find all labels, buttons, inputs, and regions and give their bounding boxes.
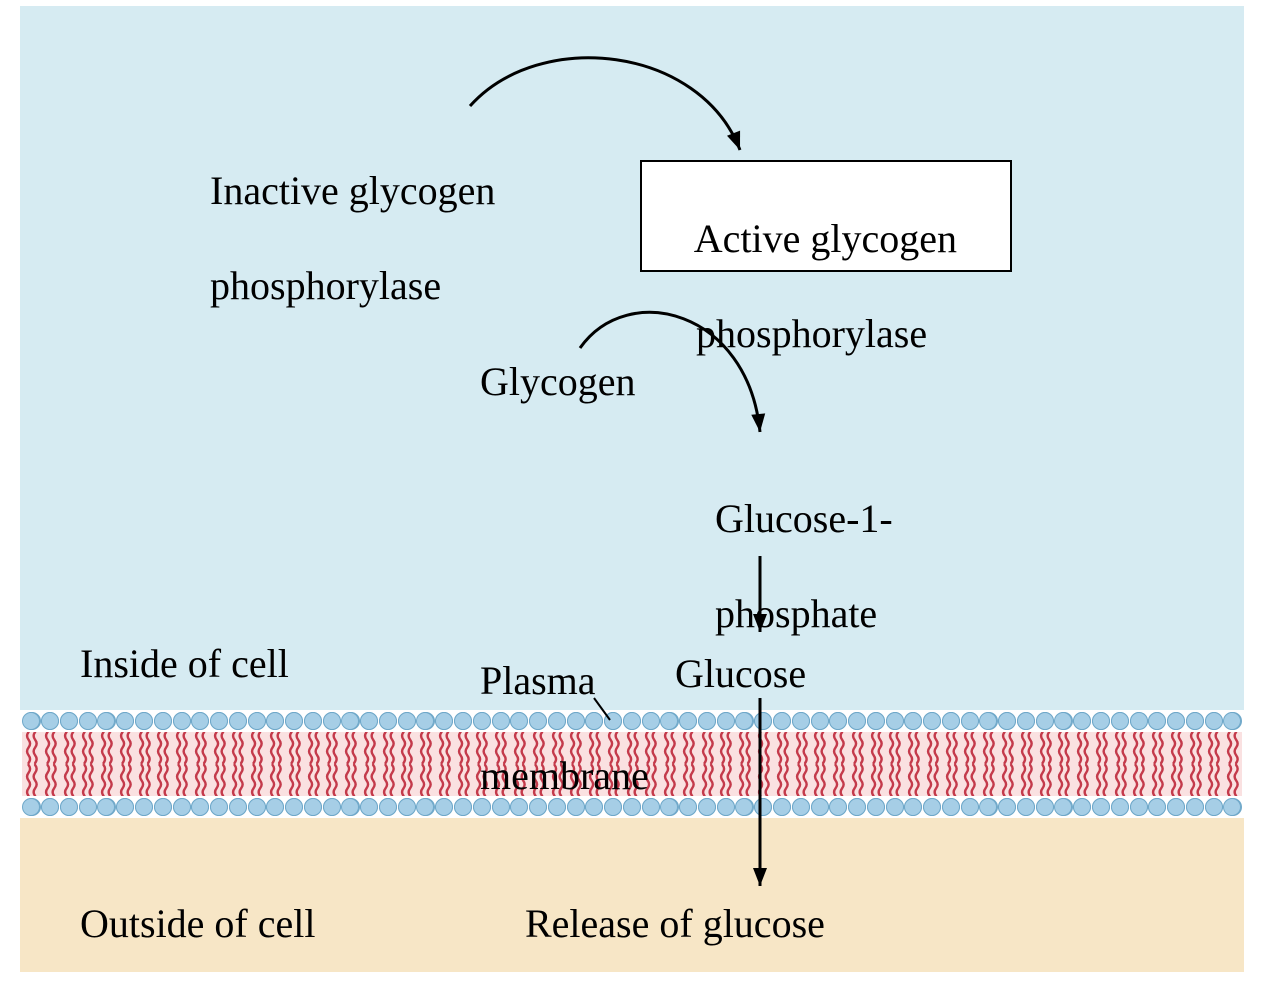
diagram-stage: Inactive glycogen phosphorylase Active g…	[0, 0, 1264, 984]
text-line: membrane	[480, 753, 649, 798]
text-line: Glucose-1-	[715, 496, 893, 541]
text-line: phosphorylase	[210, 263, 441, 308]
text-line: Active glycogen	[694, 216, 957, 261]
label-glucose-1-phosphate: Glucose-1- phosphate	[675, 448, 893, 684]
label-active-glycogen-phosphorylase: Active glycogen phosphorylase	[656, 168, 957, 404]
label-release-of-glucose: Release of glucose	[525, 900, 825, 947]
label-glycogen: Glycogen	[480, 358, 636, 405]
text-line: phosphorylase	[696, 311, 927, 356]
label-inactive-glycogen-phosphorylase: Inactive glycogen phosphorylase	[170, 120, 495, 356]
text-line: Inactive glycogen	[210, 168, 495, 213]
label-glucose: Glucose	[675, 650, 806, 697]
text-line: Plasma	[480, 658, 596, 703]
label-inside-of-cell: Inside of cell	[80, 640, 289, 687]
label-plasma-membrane: Plasma membrane	[440, 610, 649, 846]
text-line: phosphate	[715, 591, 877, 636]
label-outside-of-cell: Outside of cell	[80, 900, 316, 947]
